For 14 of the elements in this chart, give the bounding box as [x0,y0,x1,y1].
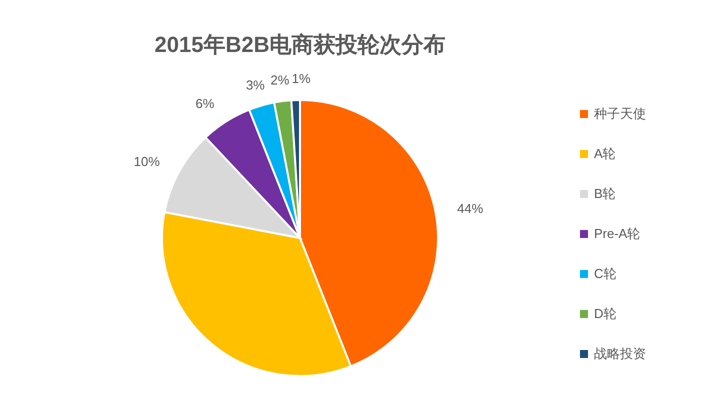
data-label: 6% [195,96,215,111]
legend-label: C轮 [594,266,616,281]
legend-label: 种子天使 [594,106,646,121]
legend-label: A轮 [594,146,616,161]
data-label: 44% [457,201,484,216]
legend-label: 战略投资 [594,346,646,361]
legend-label: Pre-A轮 [594,226,640,241]
data-label: 10% [134,154,160,169]
data-label: 1% [292,71,312,86]
legend-label: B轮 [594,186,616,201]
legend-label: D轮 [594,306,616,321]
chart-title: 2015年B2B电商获投轮次分布 [154,32,446,57]
data-label: 3% [246,77,266,92]
data-label: 2% [270,72,290,88]
